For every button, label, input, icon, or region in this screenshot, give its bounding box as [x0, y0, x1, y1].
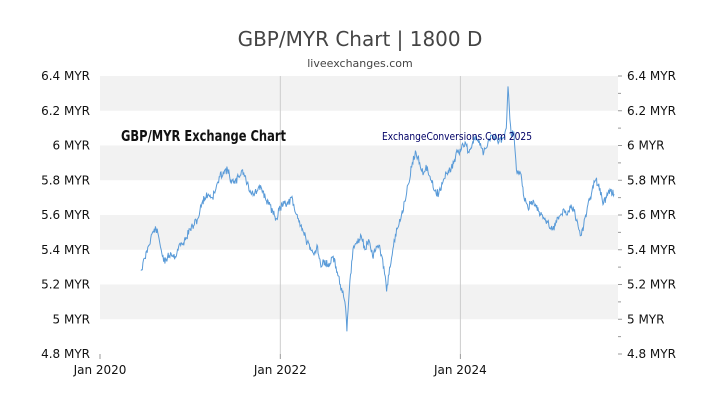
- grid-band: [100, 284, 618, 320]
- y-tick-label-right: 6.2 MYR: [627, 104, 676, 118]
- rate-series-line: [140, 86, 615, 332]
- x-tick-label: Jan 2022: [253, 363, 307, 377]
- y-tick-label-right: 5 MYR: [627, 312, 664, 326]
- grid-band: [100, 215, 618, 250]
- y-tick-label-right: 5.4 MYR: [627, 243, 676, 257]
- y-tick-label-right: 4.8 MYR: [627, 347, 676, 361]
- y-tick-label-right: 5.6 MYR: [627, 208, 676, 222]
- y-tick-label-left: 4.8 MYR: [41, 347, 90, 361]
- x-tick-label: Jan 2020: [73, 363, 127, 377]
- y-tick-label-left: 6.2 MYR: [41, 104, 90, 118]
- chart-subtitle: liveexchanges.com: [307, 57, 412, 70]
- y-tick-label-left: 5 MYR: [53, 312, 90, 326]
- y-tick-label-left: 5.2 MYR: [41, 278, 90, 292]
- watermark-left: GBP/MYR Exchange Chart: [121, 127, 286, 145]
- grid-band: [100, 145, 618, 181]
- y-tick-label-right: 6.4 MYR: [627, 69, 676, 83]
- y-tick-label-right: 5.8 MYR: [627, 173, 676, 187]
- y-tick-label-left: 5.4 MYR: [41, 243, 90, 257]
- watermark-right: ExchangeConversions.Com 2025: [382, 130, 532, 143]
- y-tick-label-left: 5.8 MYR: [41, 173, 90, 187]
- chart-title: GBP/MYR Chart | 1800 D: [238, 27, 483, 51]
- y-tick-label-left: 6 MYR: [53, 139, 90, 153]
- y-tick-label-left: 5.6 MYR: [41, 208, 90, 222]
- grid-band: [100, 76, 618, 111]
- y-tick-label-right: 6 MYR: [627, 139, 664, 153]
- y-tick-label-right: 5.2 MYR: [627, 278, 676, 292]
- y-tick-label-left: 6.4 MYR: [41, 69, 90, 83]
- x-tick-label: Jan 2024: [433, 363, 487, 377]
